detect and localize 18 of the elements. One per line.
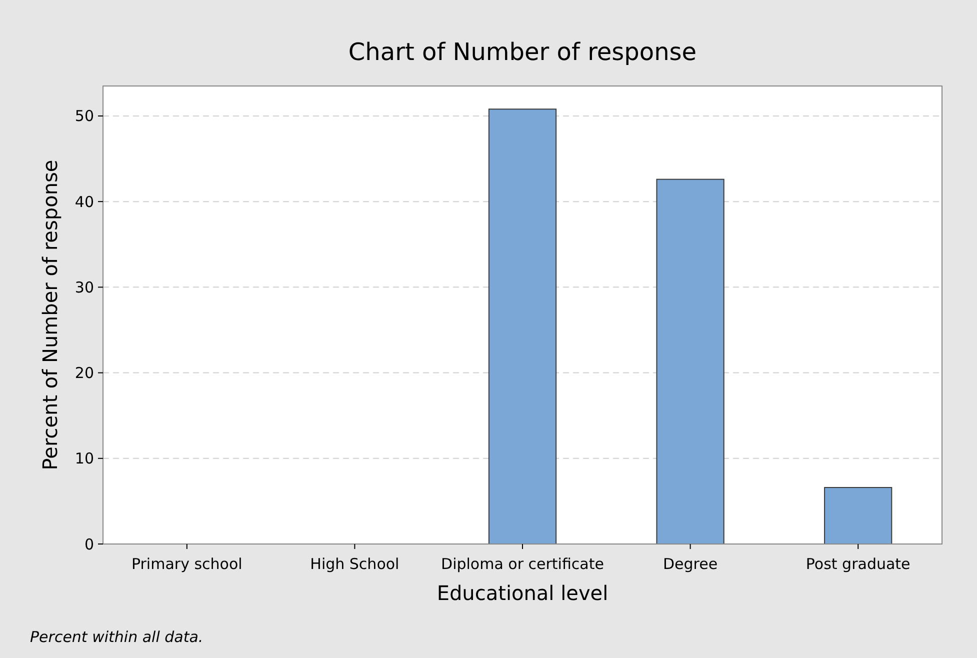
x-tick-label: Diploma or certificate (441, 555, 604, 573)
x-tick-label: Degree (662, 555, 718, 573)
x-tick-label: Post graduate (806, 555, 910, 573)
chart-title: Chart of Number of response (348, 38, 697, 66)
x-axis-title: Educational level (436, 581, 608, 605)
y-tick-label: 30 (74, 278, 94, 296)
text: Percent within all data. (30, 628, 204, 646)
y-tick-label: 0 (84, 535, 94, 554)
x-tick-label: Primary school (131, 555, 242, 573)
y-tick-label: 50 (74, 107, 94, 126)
x-tick-label: High School (310, 555, 400, 573)
y-tick-label: 10 (74, 450, 94, 468)
bar (824, 487, 892, 544)
y-tick-label: 20 (74, 364, 94, 382)
y-tick-label: 40 (74, 192, 94, 211)
bar (656, 178, 724, 544)
y-axis-title: Percent of Number of response (38, 160, 62, 470)
bar (488, 108, 557, 544)
